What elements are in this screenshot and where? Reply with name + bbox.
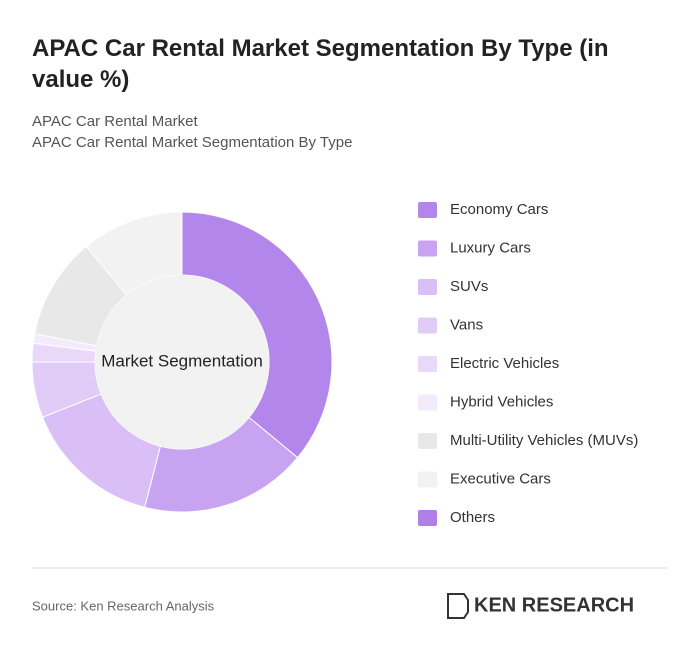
center-label: Market Segmentation <box>101 351 263 370</box>
legend-swatch <box>418 433 437 449</box>
legend-label: Economy Cars <box>450 201 548 218</box>
legend-label: SUVs <box>450 278 488 295</box>
donut-hole <box>95 275 269 449</box>
legend-swatch <box>418 356 437 372</box>
legend-label: Electric Vehicles <box>450 355 559 372</box>
legend-label: Multi-Utility Vehicles (MUVs) <box>450 432 638 449</box>
legend-swatch <box>418 394 437 411</box>
source: Source: Ken Research Analysis <box>32 598 215 613</box>
legend-label: Others <box>450 509 495 526</box>
legend-swatch <box>418 510 437 526</box>
legend-label: Hybrid Vehicles <box>450 393 553 410</box>
donut <box>31 211 333 513</box>
legend-swatch <box>418 471 437 488</box>
legend-label: Luxury Cars <box>450 239 531 256</box>
slice <box>181 211 333 459</box>
legend: Economy Cars Luxury Cars SUVs Vans Electric … <box>418 201 638 526</box>
legend-label: Vans <box>450 316 483 333</box>
legend-label: Executive Cars <box>450 470 551 487</box>
legend-swatch <box>418 279 437 295</box>
subtitle: APAC Car Rental Market Segmentation By T… <box>32 134 352 151</box>
logo: KEN RESEARCH <box>474 594 634 616</box>
legend-swatch <box>418 317 437 334</box>
chart-title: APAC Car Rental Market Segmentation By T… <box>32 35 609 93</box>
legend-swatch <box>418 240 437 257</box>
logo-icon <box>447 593 469 619</box>
subtitle: APAC Car Rental Market <box>32 113 198 130</box>
legend-swatch <box>418 202 437 218</box>
